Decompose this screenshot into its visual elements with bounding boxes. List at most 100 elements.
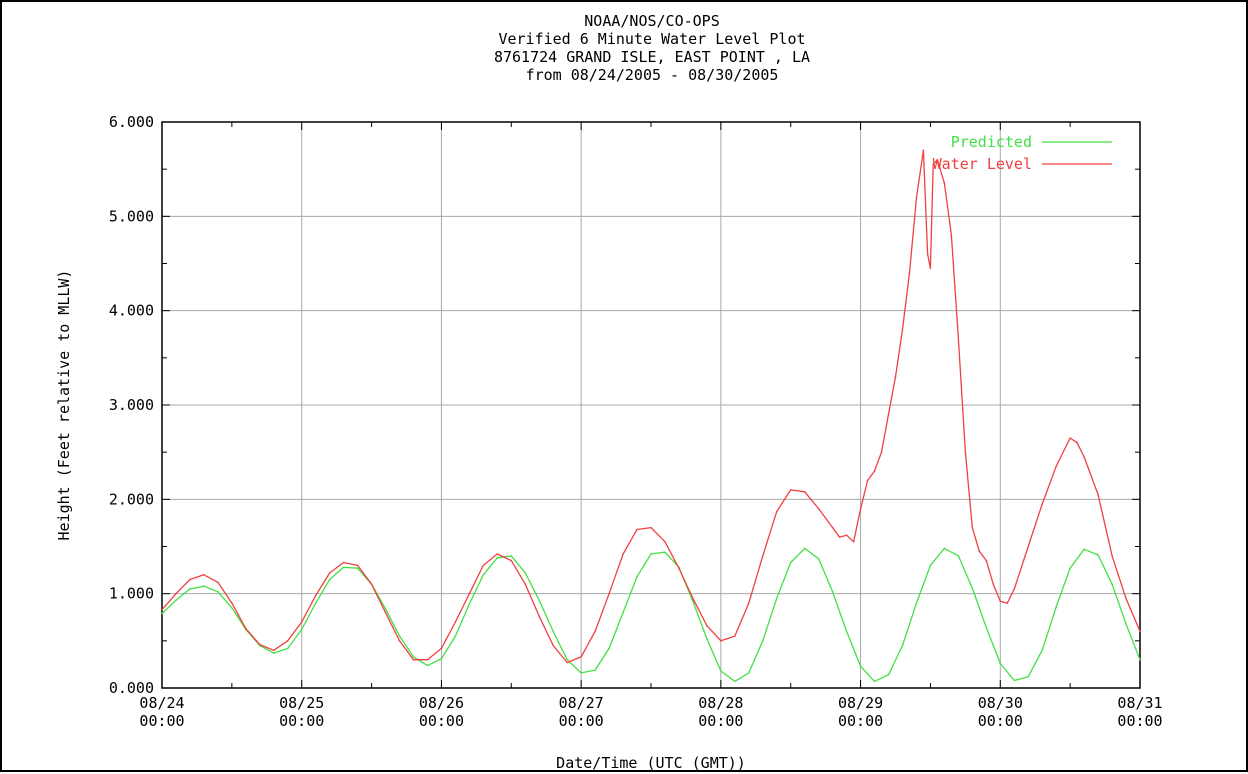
data-point	[398, 635, 401, 637]
data-point	[922, 149, 925, 152]
x-tick-label-date: 08/29	[838, 694, 883, 712]
data-point	[1069, 437, 1071, 439]
data-point	[175, 592, 177, 595]
data-point	[720, 670, 722, 672]
data-point	[580, 672, 582, 674]
data-point	[664, 551, 666, 553]
axis-ticks	[161, 121, 1141, 689]
data-point	[538, 615, 541, 618]
data-point	[789, 561, 792, 564]
data-point	[706, 624, 708, 627]
data-point	[664, 540, 666, 543]
data-point	[678, 567, 680, 569]
data-point	[908, 272, 911, 274]
data-point	[1139, 630, 1141, 633]
data-point	[873, 680, 876, 683]
data-point	[748, 602, 750, 604]
data-point	[300, 621, 303, 623]
data-point	[1097, 554, 1099, 556]
data-point	[999, 600, 1002, 603]
series-line-water-level	[161, 149, 1141, 664]
data-point	[734, 680, 736, 683]
data-point	[1069, 567, 1071, 569]
data-point	[915, 196, 918, 199]
data-point	[915, 602, 918, 604]
data-point	[524, 583, 527, 586]
series-line-predicted	[161, 547, 1141, 683]
y-tick-label: 2.000	[109, 490, 154, 508]
data-point	[971, 587, 974, 589]
x-tick-label-date: 08/25	[279, 694, 324, 712]
data-point	[803, 547, 806, 550]
data-point	[720, 640, 722, 642]
data-point	[1041, 649, 1043, 652]
data-point	[622, 611, 624, 614]
x-tick-label-date: 08/26	[419, 694, 464, 712]
data-point	[622, 553, 624, 555]
data-point	[926, 253, 929, 255]
data-point	[1027, 675, 1030, 678]
data-point	[608, 592, 610, 595]
data-point	[314, 602, 317, 604]
data-point	[468, 592, 471, 595]
data-point	[189, 578, 191, 581]
data-point	[328, 572, 331, 574]
data-point	[356, 567, 359, 569]
data-point	[342, 566, 345, 569]
title-line: Verified 6 Minute Water Level Plot	[498, 30, 805, 48]
data-point	[873, 470, 876, 472]
x-tick-labels: 08/2400:0008/2500:0008/2600:0008/2700:00…	[139, 694, 1162, 730]
data-point	[203, 574, 205, 576]
data-point	[1111, 555, 1113, 557]
series	[161, 149, 1141, 683]
data-point	[286, 640, 289, 642]
data-point	[468, 603, 471, 605]
data-point	[706, 638, 708, 640]
data-point	[286, 647, 289, 650]
data-point	[189, 588, 191, 590]
data-point	[734, 635, 736, 637]
x-tick-label-date: 08/31	[1117, 694, 1162, 712]
data-point	[1097, 493, 1099, 496]
data-point	[887, 673, 890, 676]
data-point	[454, 635, 457, 637]
data-point	[245, 627, 247, 630]
x-tick-label-time: 00:00	[1117, 712, 1162, 730]
data-point	[936, 158, 939, 161]
data-point	[894, 375, 897, 378]
data-point	[384, 607, 387, 610]
legend: Predicted Water Level	[933, 133, 1112, 173]
x-tick-label-time: 00:00	[559, 712, 604, 730]
data-point	[964, 451, 967, 453]
data-point	[538, 599, 541, 602]
x-tick-label-date: 08/27	[559, 694, 604, 712]
title-line: from 08/24/2005 - 08/30/2005	[526, 66, 779, 84]
data-point	[775, 597, 778, 600]
data-point	[817, 507, 820, 510]
x-tick-label-time: 00:00	[698, 712, 743, 730]
data-point	[580, 656, 582, 658]
data-point	[845, 534, 848, 536]
data-point	[775, 510, 778, 513]
data-point	[1139, 658, 1141, 661]
x-tick-label-date: 08/28	[698, 694, 743, 712]
data-point	[985, 626, 988, 629]
data-point	[524, 572, 527, 574]
data-point	[901, 644, 904, 647]
data-point	[789, 489, 792, 491]
data-point	[314, 594, 317, 597]
y-tick-label: 1.000	[109, 585, 154, 603]
data-point	[1111, 583, 1113, 586]
data-point	[859, 665, 862, 668]
data-point	[761, 640, 764, 642]
data-point	[370, 583, 373, 586]
x-tick-label-date: 08/30	[978, 694, 1023, 712]
data-point	[971, 526, 974, 529]
data-point	[650, 526, 652, 529]
data-point	[426, 664, 429, 667]
y-tick-label: 6.000	[109, 113, 154, 131]
data-point	[1055, 465, 1057, 468]
data-point	[1013, 679, 1016, 682]
data-point	[217, 590, 219, 593]
data-point	[803, 490, 806, 493]
